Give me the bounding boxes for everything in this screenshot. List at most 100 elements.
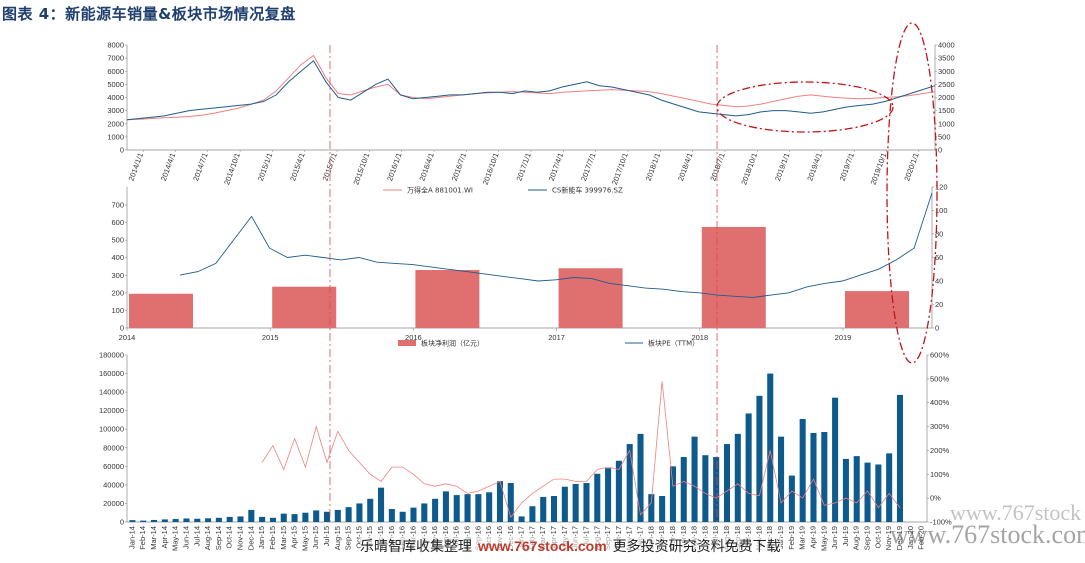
- bot-bar-51: [680, 457, 687, 522]
- bot-bar-13: [269, 517, 276, 522]
- bot-bar-70: [886, 453, 893, 522]
- top-xtick-1: 2014/4/1: [159, 152, 177, 183]
- bot-xtick-71: Dec-19: [895, 526, 904, 550]
- bot-xtick-67: Aug-19: [852, 526, 861, 550]
- mid-ytick-left-6: 600: [111, 218, 124, 227]
- bot-ytick-right-0: -100%: [930, 518, 952, 527]
- top-xtick-18: 2018/7/1: [708, 152, 726, 183]
- bot-bar-48: [648, 494, 655, 522]
- bot-xtick-0: Jan-14: [127, 526, 136, 549]
- top-ytick-left-4: 4000: [107, 93, 124, 102]
- top-xtick-3: 2014/10/1: [222, 152, 242, 186]
- bot-xtick-73: Feb-20: [917, 526, 926, 550]
- bot-bar-1: [140, 520, 147, 522]
- bot-xtick-18: Jul-15: [322, 526, 331, 546]
- bot-xtick-61: Feb-19: [787, 526, 796, 550]
- bot-ytick-left-1: 20000: [103, 499, 124, 508]
- bot-ytick-left-7: 140000: [99, 388, 124, 397]
- bot-bar-54: [713, 457, 720, 522]
- bot-xtick-13: Feb-15: [268, 526, 277, 550]
- top-xtick-0: 2014/1/1: [127, 152, 145, 183]
- bot-bar-52: [691, 436, 698, 522]
- bot-bar-61: [788, 475, 795, 522]
- mid-xtick-5: 2019: [835, 333, 852, 342]
- bot-xtick-1: Feb-14: [138, 526, 147, 550]
- top-xtick-17: 2018/4/1: [676, 152, 694, 183]
- bot-xtick-66: Jul-19: [841, 526, 850, 546]
- mid-ytick-right-6: 120: [935, 183, 948, 192]
- bot-bar-6: [194, 518, 201, 522]
- bot-ytick-left-6: 120000: [99, 406, 124, 415]
- top-ytick-left-3: 3000: [107, 106, 124, 115]
- top-ytick-right-4: 2000: [938, 93, 955, 102]
- mid-ytick-left-0: 0: [120, 324, 124, 333]
- bot-xtick-10: Nov-14: [236, 526, 245, 550]
- bot-bar-67: [853, 456, 860, 522]
- watermark-2: www.767stock.com: [890, 520, 1085, 549]
- bot-bar-38: [540, 496, 547, 522]
- bot-ytick-left-0: 0: [120, 518, 124, 527]
- top-series-0: [126, 54, 936, 121]
- bot-bar-22: [367, 498, 374, 522]
- bot-xtick-12: Jan-15: [257, 526, 266, 549]
- annotation-ellipse-2020: [886, 22, 938, 364]
- bot-ytick-left-8: 160000: [99, 369, 124, 378]
- bot-ytick-right-4: 300%: [930, 422, 950, 431]
- bot-bar-3: [161, 519, 168, 522]
- title-text: 新能源车销量&板块市场情况复盘: [65, 5, 296, 23]
- mid-ytick-right-3: 60: [935, 253, 943, 262]
- mid-bar-0: [129, 293, 193, 328]
- bot-xtick-21: Oct-15: [354, 526, 363, 549]
- top-ytick-left-1: 1000: [107, 132, 124, 141]
- bot-xtick-20: Sep-15: [344, 526, 353, 550]
- bot-bar-12: [259, 516, 266, 522]
- top-ytick-left-6: 6000: [107, 67, 124, 76]
- mid-legend-label-bar: 板块净利润（亿元）: [421, 339, 484, 348]
- bot-xtick-4: May-14: [171, 526, 180, 551]
- bot-bar-30: [453, 495, 460, 522]
- bot-bar-40: [561, 486, 568, 522]
- mid-bar-5: [845, 291, 909, 328]
- bot-bar-41: [572, 483, 579, 522]
- bot-bar-69: [875, 464, 882, 522]
- mid-bar-2: [415, 270, 480, 328]
- bot-xtick-15: Apr-15: [290, 526, 299, 549]
- top-ytick-right-2: 1000: [938, 119, 955, 128]
- top-ytick-right-0: 0: [938, 146, 942, 155]
- bot-bar-66: [842, 458, 849, 522]
- bot-bar-31: [464, 494, 471, 522]
- bot-xtick-64: May-19: [819, 526, 828, 551]
- bot-bar-17: [313, 510, 320, 522]
- mid-ytick-left-1: 100: [111, 306, 124, 315]
- bot-bar-68: [864, 462, 871, 522]
- mid-ytick-left-5: 500: [111, 236, 124, 245]
- bot-bar-16: [302, 512, 309, 522]
- bot-xtick-63: Apr-19: [808, 526, 817, 549]
- mid-ytick-right-2: 40: [935, 277, 943, 286]
- bot-bar-42: [583, 483, 590, 522]
- bot-ytick-right-7: 600%: [930, 351, 950, 360]
- bot-ytick-left-9: 180000: [99, 351, 124, 360]
- bot-bar-57: [745, 413, 752, 522]
- footer: 乐晴智库收集整理 www.767stock.com 更多投资研究资料免费下载: [360, 536, 781, 556]
- page-title: 图表 4：新能源车销量&板块市场情况复盘: [2, 3, 296, 24]
- bot-bar-33: [486, 492, 493, 522]
- bot-bar-7: [205, 518, 212, 522]
- bot-xtick-6: Jul-14: [192, 526, 201, 546]
- top-xtick-12: 2017/1/1: [514, 152, 532, 183]
- bot-bar-49: [659, 496, 666, 522]
- bot-ytick-right-1: 0%: [930, 494, 941, 503]
- mid-xtick-2: 2016: [405, 333, 422, 342]
- bot-ytick-left-2: 40000: [103, 480, 124, 489]
- bot-bar-11: [248, 509, 255, 522]
- bot-bar-50: [669, 466, 676, 522]
- bot-bar-34: [496, 481, 503, 522]
- bot-bar-37: [529, 506, 536, 522]
- footer-site-link[interactable]: www.767stock.com: [478, 538, 607, 554]
- bot-bar-39: [551, 496, 558, 522]
- mid-ytick-right-4: 80: [935, 230, 943, 239]
- bot-xtick-62: Mar-19: [798, 526, 807, 550]
- bot-bar-64: [821, 432, 828, 522]
- footer-left: 乐晴智库收集整理: [360, 539, 472, 555]
